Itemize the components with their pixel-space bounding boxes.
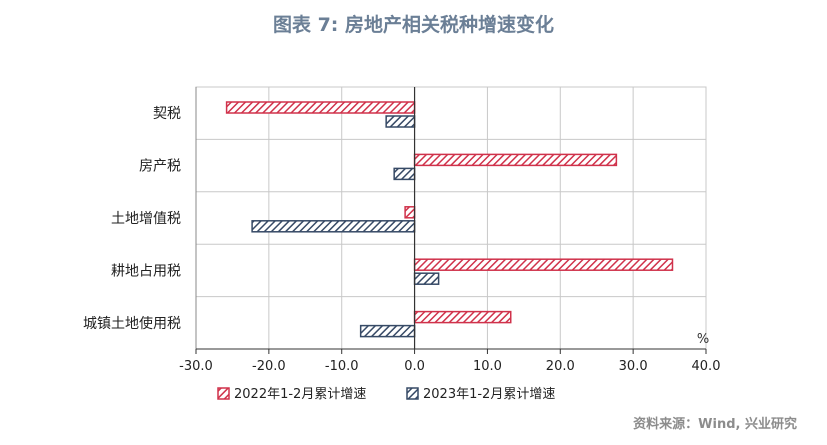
- x-tick-label: 40.0: [692, 359, 721, 374]
- bar-2022: [413, 258, 674, 271]
- x-tick-label: 10.0: [473, 359, 502, 374]
- bar-2022: [225, 101, 416, 114]
- bar-2023: [359, 324, 416, 338]
- x-tick-label: 0.0: [404, 359, 425, 374]
- bar-2022: [404, 206, 416, 219]
- y-category-label: 土地增值税: [111, 211, 181, 227]
- bar-2023: [393, 167, 416, 181]
- y-category-label: 契税: [153, 106, 181, 122]
- source-note: 资料来源：Wind, 兴业研究: [633, 417, 797, 432]
- x-tick-label: -20.0: [252, 359, 286, 374]
- bar-2023: [413, 272, 440, 285]
- legend-swatch-2022: [217, 387, 230, 400]
- legend: 2022年1-2月累计增速 2023年1-2月累计增速: [217, 387, 555, 402]
- bar-2023: [251, 220, 416, 233]
- unit-label: %: [697, 332, 709, 347]
- chart-title: 图表 7: 房地产相关税种增速变化: [272, 14, 555, 36]
- y-category-label: 耕地占用税: [111, 262, 181, 279]
- x-tick-label: -30.0: [179, 359, 213, 374]
- plot-area: [195, 86, 707, 350]
- bar-2022: [413, 310, 512, 324]
- y-category-label: 城镇土地使用税: [83, 315, 181, 332]
- x-tick-label: -10.0: [325, 359, 359, 374]
- bar-2022: [413, 153, 618, 167]
- bar-2023: [385, 115, 416, 128]
- legend-swatch-2023: [406, 387, 419, 400]
- y-category-label: 房产税: [139, 159, 181, 175]
- x-tick-label: 20.0: [546, 359, 575, 374]
- legend-label-2023: 2023年1-2月累计增速: [423, 387, 555, 402]
- legend-label-2022: 2022年1-2月累计增速: [234, 387, 366, 402]
- x-tick-label: 30.0: [619, 359, 648, 374]
